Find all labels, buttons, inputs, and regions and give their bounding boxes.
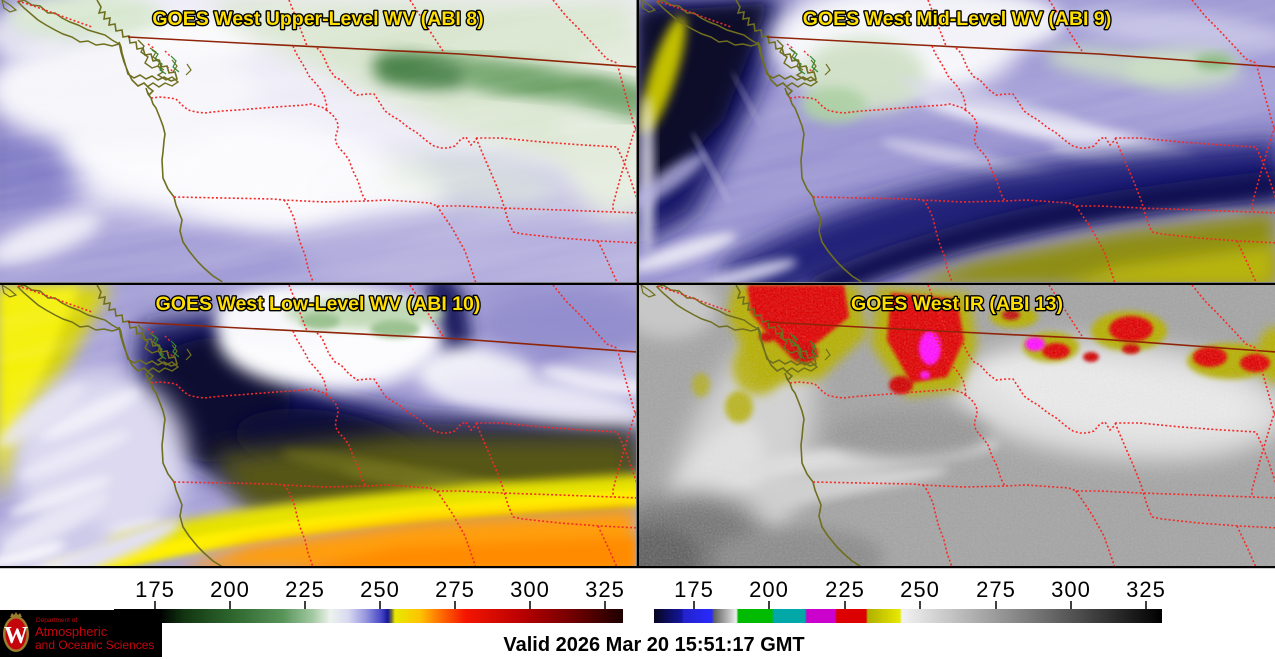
svg-text:Department of: Department of bbox=[36, 617, 77, 624]
svg-text:W: W bbox=[4, 623, 28, 649]
svg-text:and Oceanic Sciences: and Oceanic Sciences bbox=[35, 638, 154, 652]
svg-text:GOES West IR (ABI 13): GOES West IR (ABI 13) bbox=[851, 293, 1063, 315]
svg-text:Atmospheric: Atmospheric bbox=[35, 624, 108, 639]
svg-text:GOES West Mid-Level WV (ABI 9): GOES West Mid-Level WV (ABI 9) bbox=[803, 8, 1111, 30]
svg-text:GOES West Upper-Level WV (ABI: GOES West Upper-Level WV (ABI 8) bbox=[152, 8, 483, 30]
svg-text:GOES West Low-Level WV (ABI 10: GOES West Low-Level WV (ABI 10) bbox=[156, 293, 481, 315]
